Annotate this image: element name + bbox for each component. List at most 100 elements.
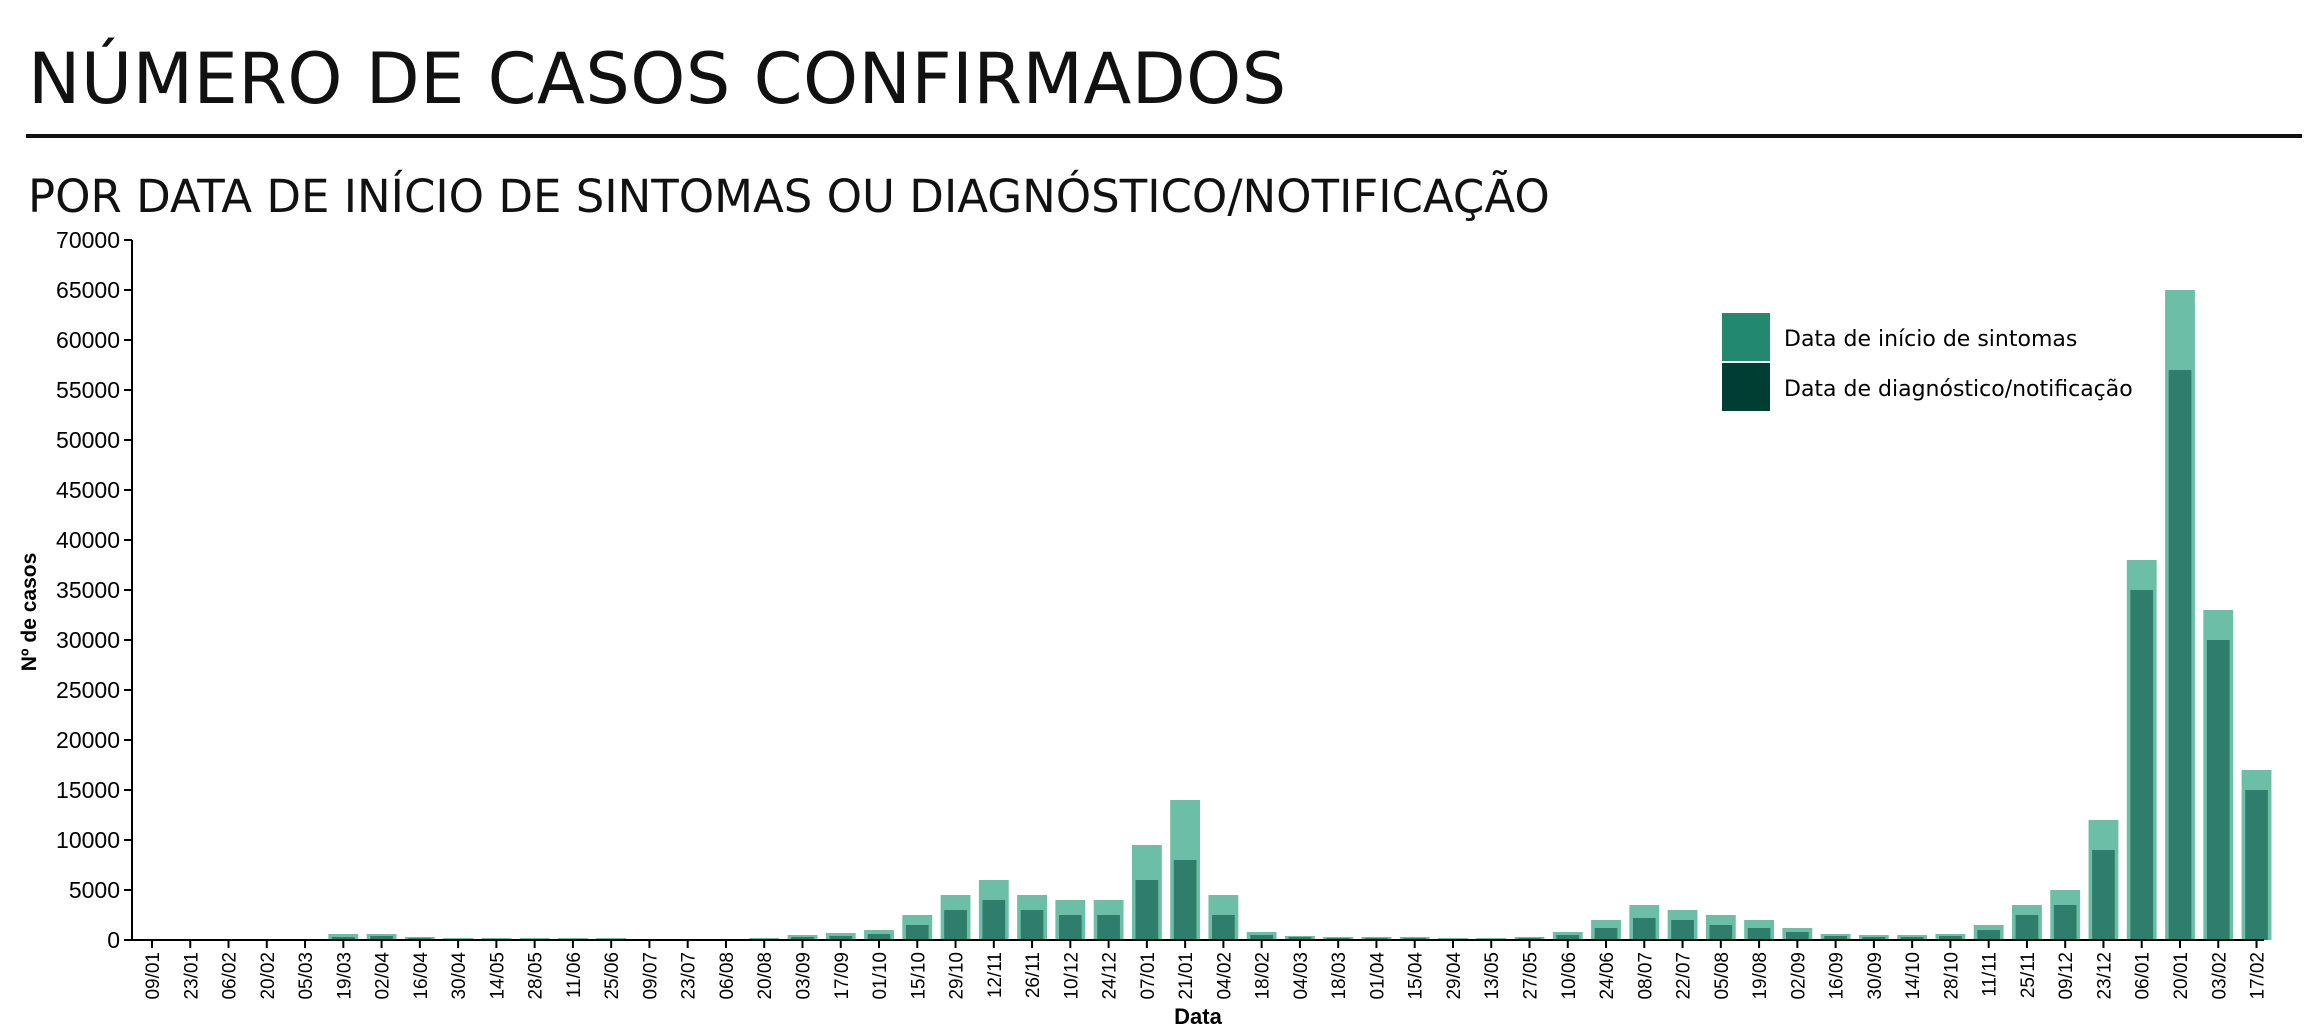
x-tick-label: 14/10 xyxy=(1903,952,1924,1000)
x-tick-label: 11/06 xyxy=(564,952,585,998)
y-tick-label: 5000 xyxy=(69,877,120,903)
x-tick-label: 17/09 xyxy=(832,952,853,1000)
bar-diagnosis-08/07 xyxy=(1632,918,1656,940)
x-tick-label: 15/10 xyxy=(908,952,929,1000)
legend-label-1: Data de início de sintomas xyxy=(1784,327,2077,352)
bar-diagnosis-22/07 xyxy=(1671,920,1694,940)
bar-diagnosis-04/03 xyxy=(1288,937,1312,940)
chart-axes: 0 5000 10000 15000 20000 25000 30000 35000 40000… xyxy=(56,227,2268,1000)
y-tick-label: 10000 xyxy=(56,827,120,853)
x-tick-label: 26/11 xyxy=(1023,952,1044,998)
x-tick-label: 11/11 xyxy=(1980,952,2001,997)
x-tick-label: 06/02 xyxy=(220,952,241,1000)
x-tick-label: 23/01 xyxy=(181,952,202,1000)
bar-diagnosis-10/06 xyxy=(1556,935,1580,940)
x-tick-label: 29/10 xyxy=(947,952,968,1000)
x-tick-label: 17/02 xyxy=(2248,952,2269,1000)
x-tick-label: 24/12 xyxy=(1100,952,1121,1000)
x-tick-label: 14/05 xyxy=(487,952,508,1000)
y-tick-label: 50000 xyxy=(56,427,120,453)
x-tick-label: 10/06 xyxy=(1559,952,1580,1000)
bar-diagnosis-28/10 xyxy=(1939,936,1962,940)
bar-diagnosis-11/11 xyxy=(1977,930,2001,940)
x-tick-label: 05/03 xyxy=(296,952,317,1000)
x-tick-label: 01/04 xyxy=(1367,952,1388,1000)
x-tick-label: 22/07 xyxy=(1674,952,1695,1000)
x-tick-label: 04/03 xyxy=(1291,952,1312,1000)
y-tick-label: 65000 xyxy=(56,277,120,303)
chart-legend: Data de início de sintomas Data de diagnó… xyxy=(1722,313,2133,411)
y-tick-label: 0 xyxy=(107,927,120,953)
legend-swatch-1 xyxy=(1722,313,1770,361)
x-tick-label: 10/12 xyxy=(1061,952,1082,1000)
bar-diagnosis-17/09 xyxy=(829,936,853,940)
x-tick-label: 03/09 xyxy=(793,952,814,1000)
bar-diagnosis-03/09 xyxy=(791,937,814,940)
x-tick-label: 28/10 xyxy=(1941,952,1962,1000)
x-tick-label: 29/04 xyxy=(1444,952,1465,1000)
bar-diagnosis-20/01 xyxy=(2168,370,2192,940)
x-tick-label: 24/06 xyxy=(1597,952,1618,1000)
x-tick-label: 19/08 xyxy=(1750,952,1771,1000)
y-tick-label: 30000 xyxy=(56,627,120,653)
bar-diagnosis-05/08 xyxy=(1709,925,1733,940)
x-tick-label: 09/12 xyxy=(2056,952,2077,1000)
y-axis-label: Nº de casos xyxy=(18,553,41,672)
bar-diagnosis-24/06 xyxy=(1594,928,1618,940)
y-tick-label: 35000 xyxy=(56,577,120,603)
bar-diagnosis-07/01 xyxy=(1135,880,1159,940)
x-tick-label: 03/02 xyxy=(2209,952,2230,1000)
x-tick-label: 16/04 xyxy=(411,952,432,1000)
legend-label-2: Data de diagnóstico/notificação xyxy=(1784,377,2133,402)
x-tick-label: 02/04 xyxy=(373,952,394,1000)
page-title: NÚMERO DE CASOS CONFIRMADOS xyxy=(28,38,1287,120)
x-tick-label: 07/01 xyxy=(1138,952,1159,1000)
x-tick-label: 19/03 xyxy=(334,952,355,1000)
x-tick-label: 30/04 xyxy=(449,952,470,1000)
x-tick-label: 08/07 xyxy=(1635,952,1656,1000)
x-tick-label: 20/02 xyxy=(258,952,279,1000)
y-tick-label: 55000 xyxy=(56,377,120,403)
x-tick-label: 27/05 xyxy=(1521,952,1542,1000)
x-tick-label: 18/02 xyxy=(1253,952,1274,1000)
title-divider xyxy=(26,134,2302,138)
y-tick-label: 70000 xyxy=(56,227,120,253)
x-tick-label: 12/11 xyxy=(985,952,1006,998)
y-tick-label: 40000 xyxy=(56,527,120,553)
x-tick-label: 23/07 xyxy=(679,952,700,1000)
x-tick-label: 25/11 xyxy=(2018,952,2039,998)
x-tick-label: 20/08 xyxy=(755,952,776,1000)
bar-diagnosis-25/11 xyxy=(2015,915,2039,940)
x-axis-label: Data xyxy=(1174,1004,1222,1024)
x-tick-label: 01/10 xyxy=(870,952,891,1000)
x-tick-label: 28/05 xyxy=(526,952,547,1000)
bar-diagnosis-21/01 xyxy=(1173,860,1197,940)
x-tick-label: 13/05 xyxy=(1482,952,1503,1000)
bar-diagnosis-12/11 xyxy=(982,900,1006,940)
series-diagnosis xyxy=(331,370,2268,940)
x-tick-label: 20/01 xyxy=(2171,952,2192,1000)
x-tick-label: 15/04 xyxy=(1406,952,1427,1000)
bar-diagnosis-04/02 xyxy=(1212,915,1235,940)
x-tick-label: 21/01 xyxy=(1176,952,1197,1000)
bar-diagnosis-29/10 xyxy=(944,910,967,940)
y-tick-label: 15000 xyxy=(56,777,120,803)
bar-diagnosis-02/09 xyxy=(1786,932,1809,940)
x-tick-label: 09/07 xyxy=(640,952,661,1000)
bar-diagnosis-06/01 xyxy=(2130,590,2154,940)
y-tick-label: 45000 xyxy=(56,477,120,503)
bar-diagnosis-17/02 xyxy=(2245,790,2268,940)
x-tick-label: 09/01 xyxy=(143,952,164,1000)
legend-swatch-2 xyxy=(1722,363,1770,411)
bar-diagnosis-19/03 xyxy=(331,937,355,940)
bar-diagnosis-01/10 xyxy=(867,934,891,940)
bar-diagnosis-10/12 xyxy=(1058,915,1082,940)
x-tick-label: 23/12 xyxy=(2094,952,2115,1000)
x-tick-label: 05/08 xyxy=(1712,952,1733,1000)
y-tick-label: 25000 xyxy=(56,677,120,703)
page-subtitle: POR DATA DE INÍCIO DE SINTOMAS OU DIAGNÓ… xyxy=(28,170,1550,223)
bar-diagnosis-26/11 xyxy=(1020,910,1044,940)
bar-diagnosis-09/12 xyxy=(2053,905,2077,940)
bar-diagnosis-23/12 xyxy=(2092,850,2115,940)
